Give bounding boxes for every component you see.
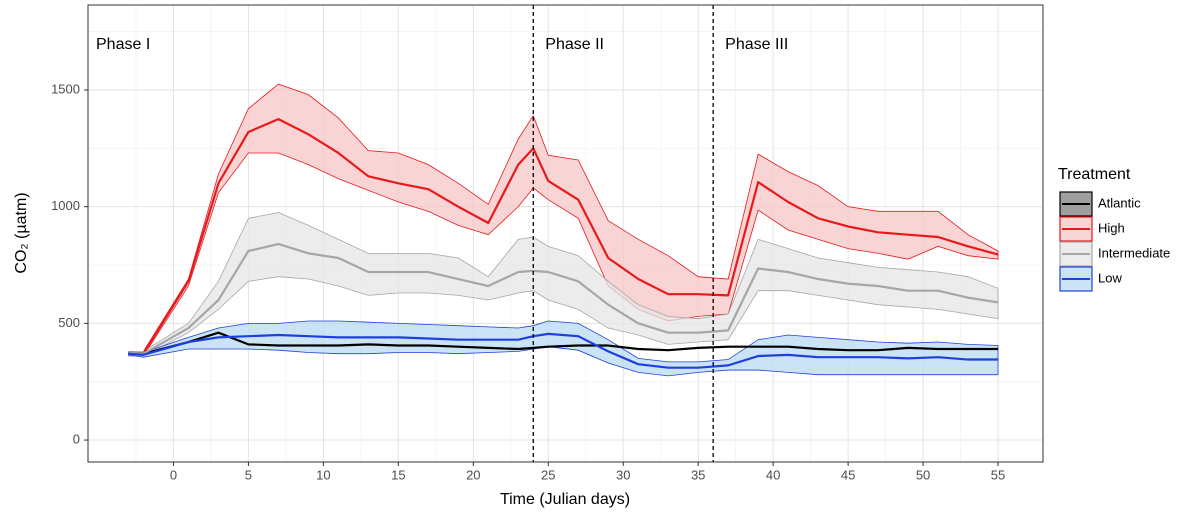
ribbon [128, 83, 999, 357]
x-tick-label: 55 [991, 467, 1005, 482]
y-tick-label: 1000 [51, 198, 80, 213]
x-tick-label: 35 [691, 467, 705, 482]
legend-label: Intermediate [1098, 245, 1170, 260]
x-tick-label: 0 [170, 467, 177, 482]
x-axis-title: Time (Julian days) [500, 491, 630, 508]
line [128, 332, 999, 369]
ribbon [128, 320, 999, 377]
y-tick-label: 500 [58, 315, 80, 330]
y-tick-label: 0 [73, 431, 80, 446]
line [128, 242, 999, 355]
y-tick-label: 1500 [51, 81, 80, 96]
legend-label: High [1098, 220, 1125, 235]
x-tick-label: 20 [466, 467, 480, 482]
x-tick-label: 45 [841, 467, 855, 482]
phase-label: Phase III [725, 36, 788, 53]
legend-label: Atlantic [1098, 195, 1141, 210]
line [128, 331, 999, 355]
x-tick-label: 50 [916, 467, 930, 482]
legend-title: Treatment [1058, 166, 1131, 183]
plot-border [87, 4, 1044, 463]
ribbon [128, 212, 999, 357]
x-tick-label: 40 [766, 467, 780, 482]
line [128, 118, 999, 355]
x-tick-label: 5 [245, 467, 252, 482]
legend-label: Low [1098, 270, 1122, 285]
x-tick-label: 30 [616, 467, 630, 482]
x-tick-label: 10 [316, 467, 330, 482]
x-tick-label: 25 [541, 467, 555, 482]
phase-label: Phase I [96, 36, 150, 53]
y-axis-title: CO₂ (µatm) [13, 192, 30, 273]
phase-label: Phase II [545, 36, 604, 53]
x-tick-label: 15 [391, 467, 405, 482]
